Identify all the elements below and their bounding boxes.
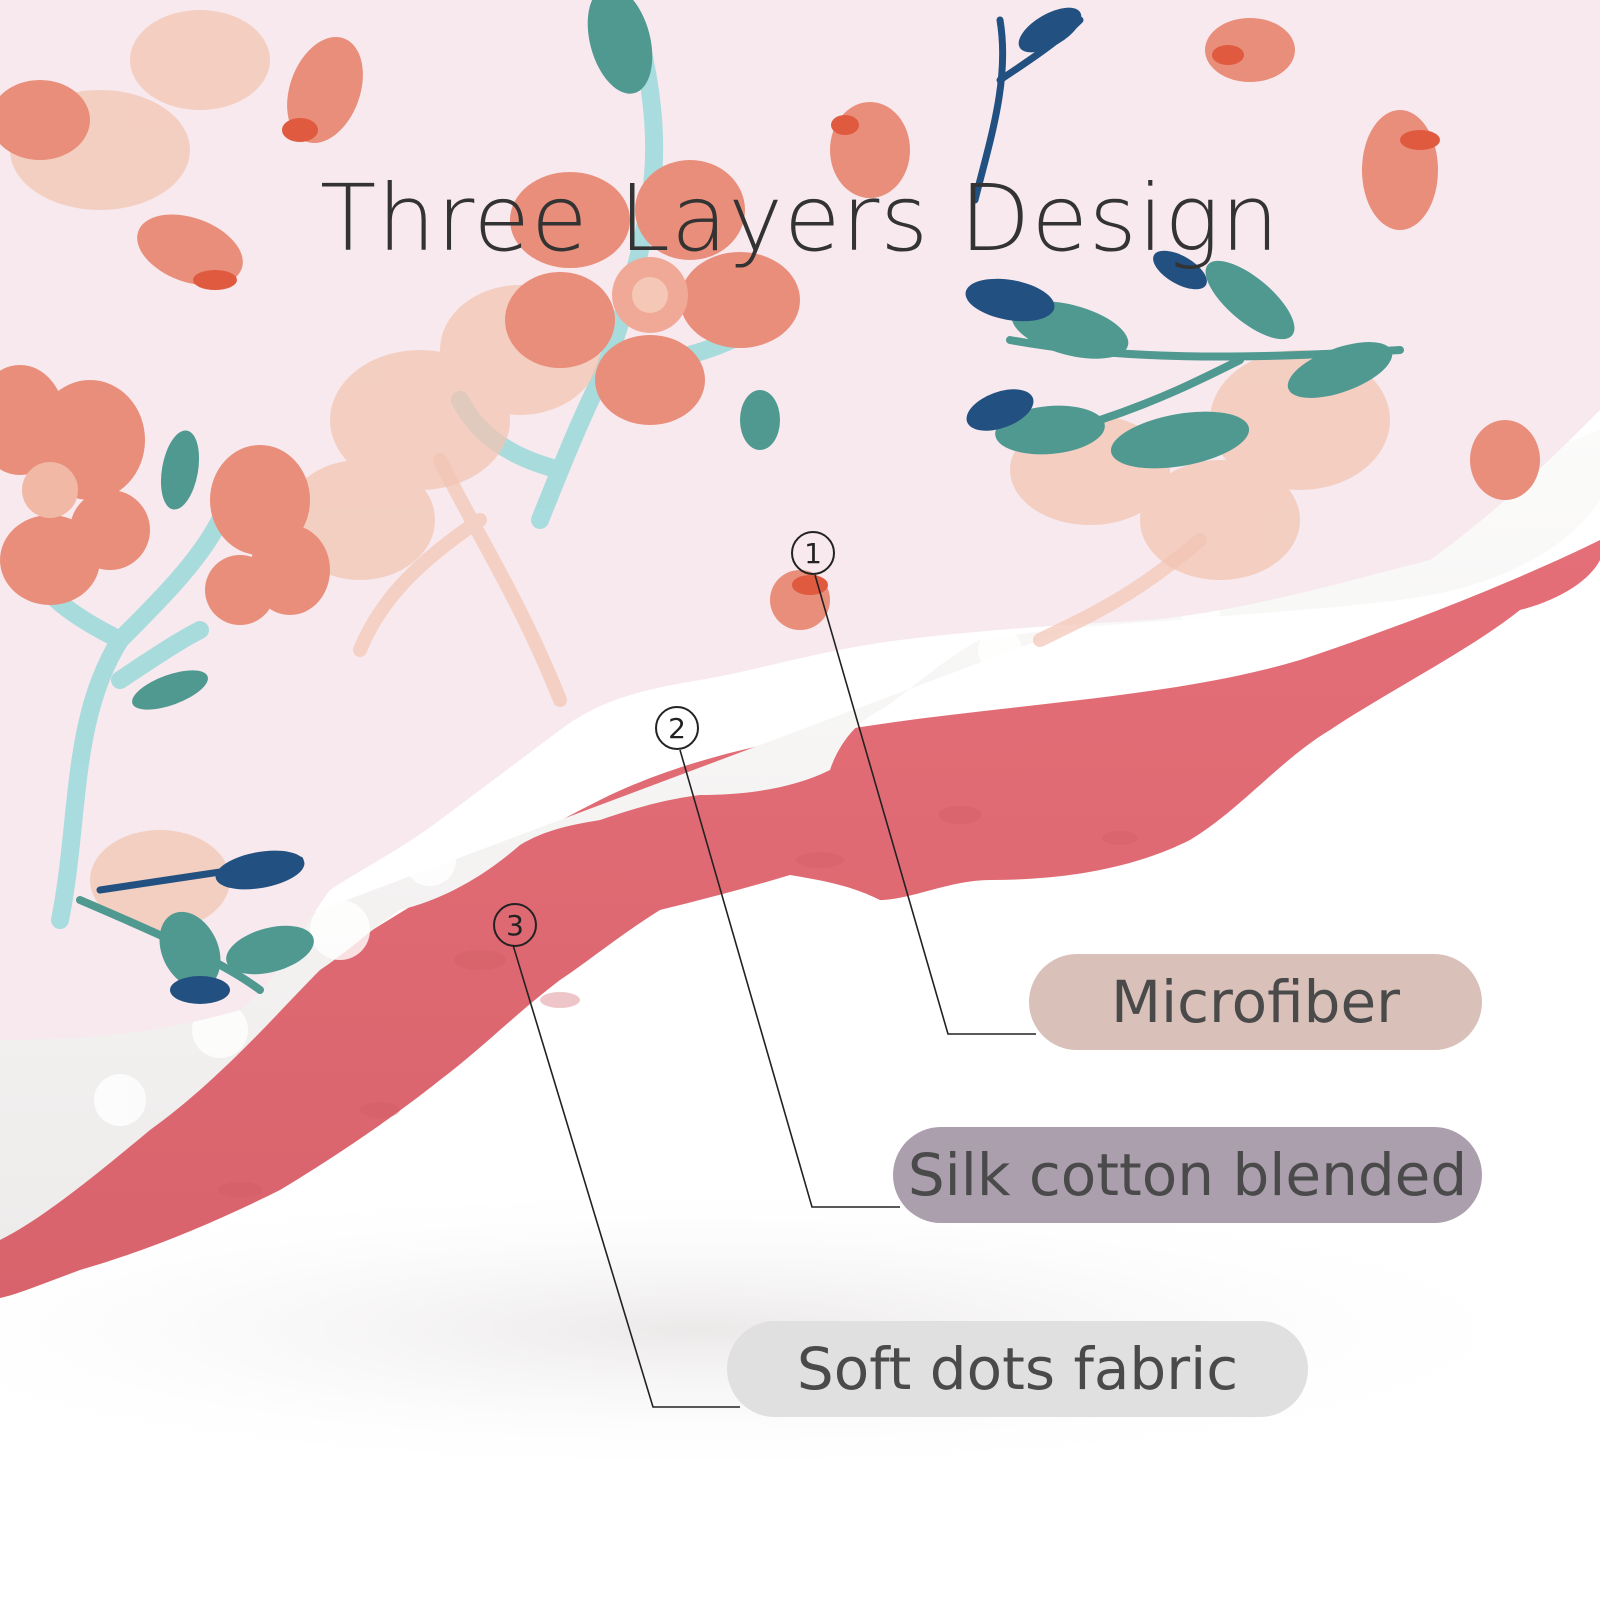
dots-texture <box>218 806 1138 1198</box>
padding-fibers <box>94 590 1220 1126</box>
microfiber-print-layer <box>0 0 1600 1040</box>
soft-dots-fabric-layer <box>0 540 1600 1298</box>
silk-cotton-label: Silk cotton blended <box>893 1127 1482 1223</box>
layer-2-number: 2 <box>668 711 686 745</box>
leader-line-1 <box>814 574 1036 1035</box>
leader-lines <box>512 574 1036 1408</box>
silk-cotton-label-text: Silk cotton blended <box>907 1141 1468 1209</box>
leader-line-2 <box>679 749 900 1208</box>
microfiber-label: Microfiber <box>1029 954 1482 1050</box>
layer-1-marker: 1 <box>791 531 835 575</box>
floral-pattern <box>0 0 1540 1004</box>
layer-1-number: 1 <box>804 536 822 570</box>
soft-dots-label-text: Soft dots fabric <box>796 1335 1239 1403</box>
layer-3-number: 3 <box>506 908 524 942</box>
layer-3-marker: 3 <box>493 903 537 947</box>
layer-2-marker: 2 <box>655 706 699 750</box>
soft-dots-label: Soft dots fabric <box>727 1321 1308 1417</box>
leader-line-3 <box>512 944 740 1408</box>
microfiber-label-text: Microfiber <box>1111 968 1400 1036</box>
page-title: Three Layers Design <box>320 165 1280 272</box>
